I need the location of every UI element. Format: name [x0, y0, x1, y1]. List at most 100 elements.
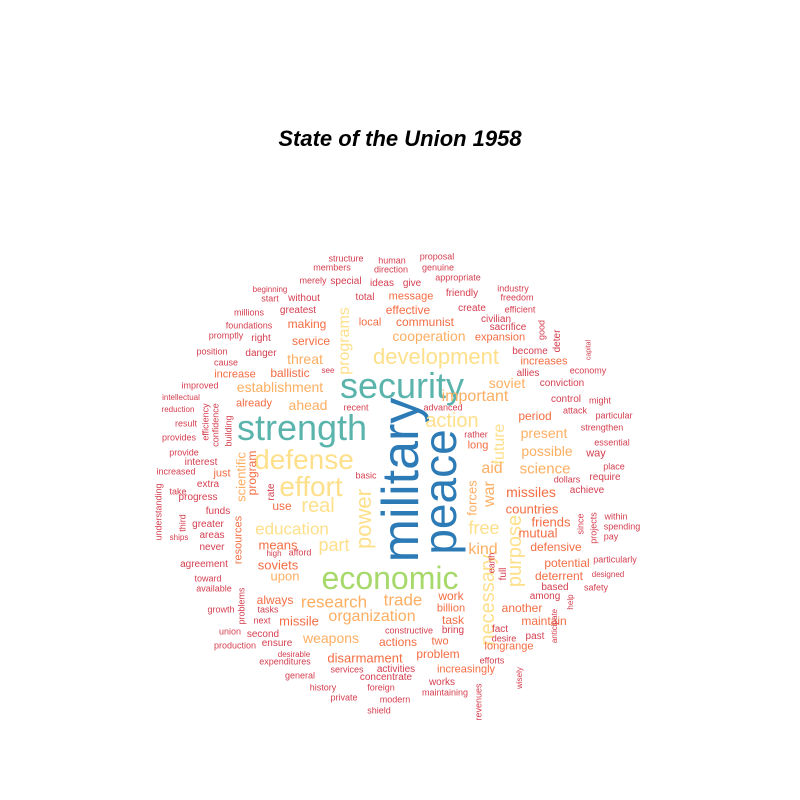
word-modern: modern [379, 694, 411, 705]
word-create: create [458, 303, 486, 314]
word-deterrent: deterrent [534, 569, 584, 583]
word-take: take [169, 486, 187, 497]
word-weapons: weapons [302, 630, 360, 646]
word-long: long [467, 439, 489, 452]
word-safety: safety [583, 582, 609, 593]
word-second: second [246, 629, 280, 640]
word-trade: trade [383, 590, 423, 610]
word-past: past [525, 631, 545, 642]
word-problem: problem [416, 647, 460, 661]
word-position: position [196, 346, 228, 357]
word-ensure: ensure [261, 638, 293, 649]
word-third: third [177, 514, 188, 532]
chart-title: State of the Union 1958 [278, 126, 522, 151]
word-expansion: expansion [474, 331, 526, 344]
word-organization: organization [328, 608, 416, 625]
word-genuine: genuine [421, 262, 455, 273]
word-special: special [330, 276, 362, 287]
word-threat: threat [287, 351, 323, 367]
word-programs: programs [336, 307, 353, 375]
word-designed: designed [591, 570, 625, 579]
word-funds: funds [205, 506, 231, 517]
word-effort: effort [279, 471, 343, 502]
word-without: without [288, 293, 320, 304]
word-concentrate: concentrate [359, 672, 413, 683]
word-wisely: wisely [515, 667, 524, 689]
word-actions: actions [378, 635, 418, 649]
word-progress: progress [178, 492, 218, 503]
word-free: free [468, 518, 500, 538]
word-toward: toward [194, 573, 222, 584]
word-services: services [330, 664, 364, 675]
word-service: service [291, 334, 331, 348]
word-direction: direction [373, 264, 409, 275]
word-program: program [245, 450, 259, 496]
word-greater: greater [192, 519, 224, 530]
word-tasks: tasks [257, 604, 279, 615]
word-start: start [261, 293, 279, 304]
word-forces: forces [464, 480, 480, 516]
word-see: see [321, 366, 335, 375]
word-friends: friends [531, 514, 571, 530]
word-mutual: mutual [518, 525, 558, 541]
word-production: production [213, 640, 257, 651]
word-development: development [373, 344, 499, 369]
word-total: total [355, 292, 375, 303]
word-conviction: conviction [539, 378, 585, 389]
word-provide: provide [169, 447, 199, 458]
word-cooperation: cooperation [392, 328, 466, 344]
word-countries: countries [505, 501, 559, 517]
word-earth: earth [486, 552, 497, 574]
word-effective: effective [385, 303, 431, 317]
word-education: education [255, 519, 329, 539]
word-advanced: advanced [423, 402, 463, 413]
word-research: research [300, 592, 368, 612]
word-resources: resources [232, 515, 245, 565]
word-disarmament: disarmament [327, 650, 403, 666]
word-billion: billion [436, 602, 466, 615]
word-message: message [388, 290, 434, 303]
word-period: period [518, 409, 552, 423]
word-available: available [196, 583, 232, 594]
word-give: give [402, 278, 422, 289]
word-control: control [550, 394, 582, 405]
word-foundations: foundations [225, 320, 273, 331]
word-problems: problems [236, 587, 247, 625]
word-science: science [519, 460, 571, 478]
word-extra: extra [196, 479, 220, 490]
word-soviet: soviet [488, 375, 526, 391]
word-just: just [213, 467, 231, 480]
word-potential: potential [544, 556, 590, 570]
word-communist: communist [395, 315, 455, 329]
word-rather: rather [464, 429, 488, 440]
word-growth: growth [207, 604, 235, 615]
word-war: war [481, 481, 498, 507]
word-spending: spending [603, 521, 641, 532]
word-economy: economy [569, 365, 607, 376]
word-beginning: beginning [252, 285, 288, 294]
word-capital: capital [585, 339, 593, 361]
word-possible: possible [521, 443, 573, 459]
word-shield: shield [367, 705, 391, 716]
word-appropriate: appropriate [435, 272, 481, 283]
word-maintaining: maintaining [421, 687, 469, 698]
word-task: task [441, 613, 465, 627]
word-work: work [438, 589, 464, 603]
word-interest: interest [184, 457, 218, 468]
word-danger: danger [245, 348, 277, 359]
word-kind: kind [468, 541, 498, 558]
word-desire: desire [491, 633, 517, 644]
word-expenditures: expenditures [259, 656, 311, 667]
word-general: general [284, 670, 316, 681]
word-building: building [223, 415, 234, 447]
word-future: future [491, 423, 508, 465]
word-intellectual: intellectual [162, 393, 200, 402]
word-allies: allies [516, 368, 540, 379]
word-understanding: understanding [153, 483, 164, 541]
word-place: place [603, 461, 625, 472]
word-good: good [536, 319, 547, 341]
word-local: local [358, 316, 382, 329]
word-private: private [330, 692, 358, 703]
word-deter: deter [552, 329, 563, 353]
